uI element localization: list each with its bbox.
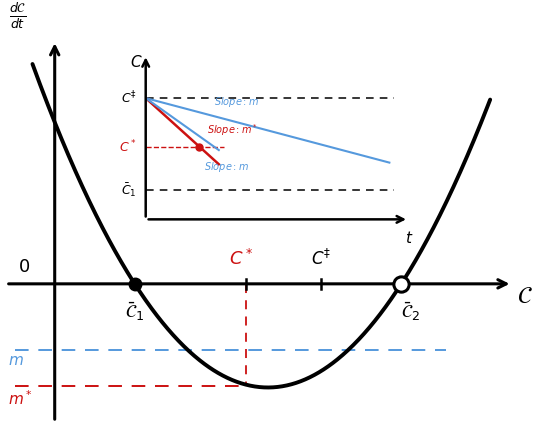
Text: $C^{\ddagger}$: $C^{\ddagger}$ xyxy=(311,249,332,269)
Text: $m^*$: $m^*$ xyxy=(9,389,33,408)
Text: $\bar{\mathcal{C}}_2$: $\bar{\mathcal{C}}_2$ xyxy=(400,300,420,323)
Text: $0$: $0$ xyxy=(18,258,30,276)
Text: $\bar{\mathcal{C}}_1$: $\bar{\mathcal{C}}_1$ xyxy=(125,300,144,323)
Text: $C^*$: $C^*$ xyxy=(229,249,254,269)
Text: $\mathcal{C}$: $\mathcal{C}$ xyxy=(517,284,532,308)
Text: $\frac{d\mathcal{C}}{dt}$: $\frac{d\mathcal{C}}{dt}$ xyxy=(9,1,26,31)
Text: $m$: $m$ xyxy=(9,353,25,368)
